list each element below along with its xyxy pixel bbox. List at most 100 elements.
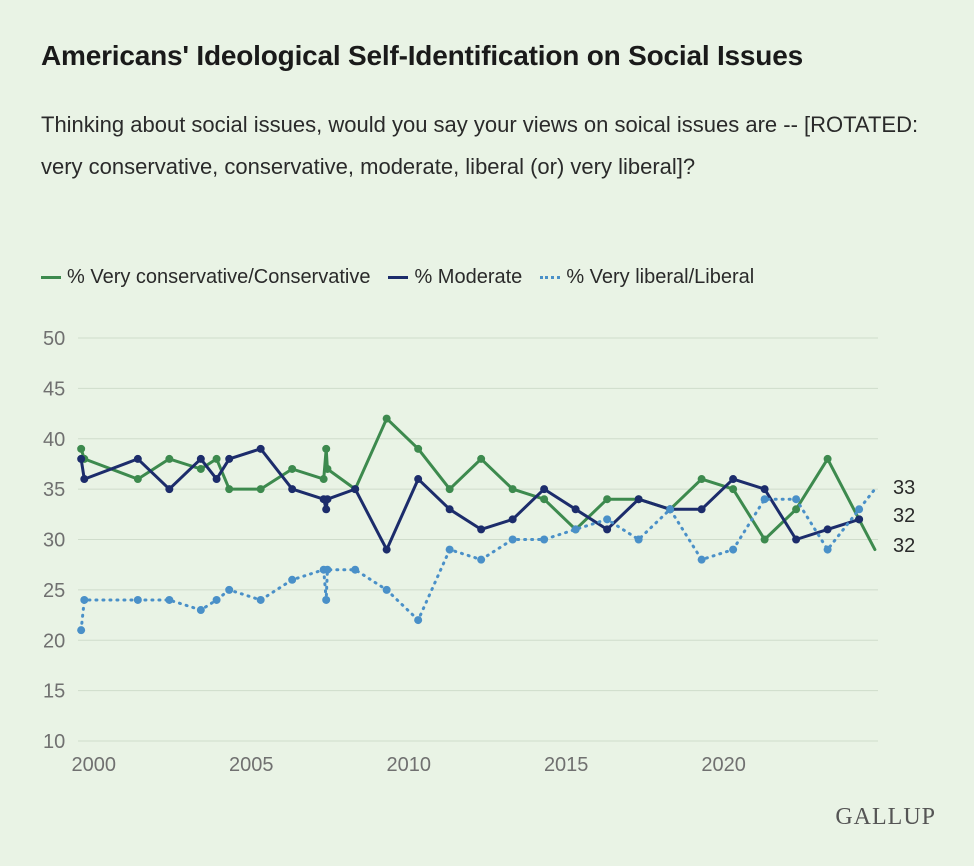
data-point-liberal <box>634 535 643 544</box>
chart-title: Americans' Ideological Self-Identificati… <box>41 40 803 71</box>
data-point-moderate <box>288 485 297 494</box>
data-point-conservative <box>697 475 706 484</box>
y-tick-label-25: 25 <box>43 580 65 602</box>
series-line-moderate <box>79 447 861 552</box>
data-point-moderate <box>351 485 360 494</box>
data-point-liberal <box>540 535 549 544</box>
data-point-liberal <box>133 595 142 604</box>
y-tick-label-30: 30 <box>43 530 65 552</box>
data-point-conservative <box>196 464 205 473</box>
legend-swatch-liberal <box>540 276 561 279</box>
data-point-conservative <box>323 464 332 473</box>
data-point-moderate <box>477 525 486 534</box>
data-point-liberal <box>288 575 297 584</box>
y-tick-label-50: 50 <box>43 328 65 350</box>
data-point-moderate <box>133 454 142 463</box>
data-point-conservative <box>508 485 517 494</box>
data-point-moderate <box>256 444 265 453</box>
legend-swatch-moderate <box>388 276 409 279</box>
y-tick-label-15: 15 <box>43 681 65 703</box>
data-point-conservative <box>477 454 486 463</box>
y-tick-label-45: 45 <box>43 378 65 400</box>
data-point-conservative <box>540 495 549 504</box>
legend-item-moderate[interactable]: % Moderate <box>388 266 522 289</box>
data-point-liberal <box>225 585 234 594</box>
data-point-conservative <box>823 454 832 463</box>
data-point-liberal <box>256 595 265 604</box>
chart-legend: % Very conservative/Conservative % Moder… <box>41 266 772 289</box>
x-tick-label-2000: 2000 <box>71 754 116 776</box>
data-point-conservative <box>445 485 454 494</box>
data-point-liberal <box>823 545 832 554</box>
data-point-liberal <box>666 505 675 514</box>
data-point-conservative <box>77 444 86 453</box>
data-point-moderate <box>571 505 580 514</box>
data-point-liberal <box>351 565 360 574</box>
data-point-liberal <box>792 495 801 504</box>
data-point-moderate <box>540 485 549 494</box>
data-point-liberal <box>760 495 769 504</box>
data-point-liberal <box>445 545 454 554</box>
data-point-moderate <box>792 535 801 544</box>
x-tick-label-2005: 2005 <box>229 754 274 776</box>
data-point-liberal <box>77 626 86 635</box>
end-label-moderate: 32 <box>893 505 915 527</box>
data-point-moderate <box>634 495 643 504</box>
end-label-conservative: 32 <box>893 535 915 557</box>
y-tick-label-40: 40 <box>43 429 65 451</box>
data-point-moderate <box>697 505 706 514</box>
legend-item-liberal[interactable]: % Very liberal/Liberal <box>540 266 754 289</box>
data-point-conservative <box>729 485 738 494</box>
data-point-moderate <box>212 475 221 484</box>
data-point-liberal <box>212 595 221 604</box>
data-point-moderate <box>196 454 205 463</box>
y-tick-label-20: 20 <box>43 630 65 652</box>
data-point-liberal <box>697 555 706 564</box>
data-point-conservative <box>212 454 221 463</box>
end-label-liberal: 33 <box>893 477 915 499</box>
data-point-liberal <box>382 585 391 594</box>
data-point-moderate <box>80 475 89 484</box>
data-point-conservative <box>165 454 174 463</box>
data-point-moderate <box>414 475 423 484</box>
data-point-conservative <box>382 414 391 423</box>
data-point-liberal <box>508 535 517 544</box>
data-point-moderate <box>382 545 391 554</box>
data-point-moderate <box>855 515 864 524</box>
data-point-liberal <box>165 595 174 604</box>
data-point-liberal <box>414 616 423 625</box>
data-point-moderate <box>603 525 612 534</box>
data-point-liberal <box>855 505 864 514</box>
data-point-moderate <box>823 525 832 534</box>
data-point-moderate <box>322 505 331 514</box>
chart-subtitle: Thinking about social issues, would you … <box>41 112 919 179</box>
data-point-liberal <box>196 606 205 615</box>
data-point-conservative <box>319 475 328 484</box>
data-point-conservative <box>603 495 612 504</box>
data-point-conservative <box>322 444 331 453</box>
legend-swatch-conservative <box>41 276 61 279</box>
data-point-conservative <box>225 485 234 494</box>
data-point-moderate <box>165 485 174 494</box>
data-point-moderate <box>729 475 738 484</box>
data-point-moderate <box>77 454 86 463</box>
data-point-liberal <box>571 525 580 534</box>
data-point-liberal <box>80 595 89 604</box>
data-point-conservative <box>792 505 801 514</box>
data-point-liberal <box>323 565 332 574</box>
legend-label-moderate: % Moderate <box>414 266 523 288</box>
data-point-liberal <box>477 555 486 564</box>
x-tick-label-2015: 2015 <box>544 754 589 776</box>
data-point-conservative <box>760 535 769 544</box>
x-tick-label-2010: 2010 <box>386 754 431 776</box>
legend-item-conservative[interactable]: % Very conservative/Conservative <box>41 266 370 289</box>
y-tick-label-10: 10 <box>43 731 65 753</box>
data-point-conservative <box>133 475 142 484</box>
data-point-moderate <box>323 495 332 504</box>
y-tick-label-35: 35 <box>43 479 65 501</box>
data-point-moderate <box>508 515 517 524</box>
data-point-conservative <box>414 444 423 453</box>
data-point-liberal <box>322 595 331 604</box>
data-point-moderate <box>760 485 769 494</box>
data-point-moderate <box>225 454 234 463</box>
